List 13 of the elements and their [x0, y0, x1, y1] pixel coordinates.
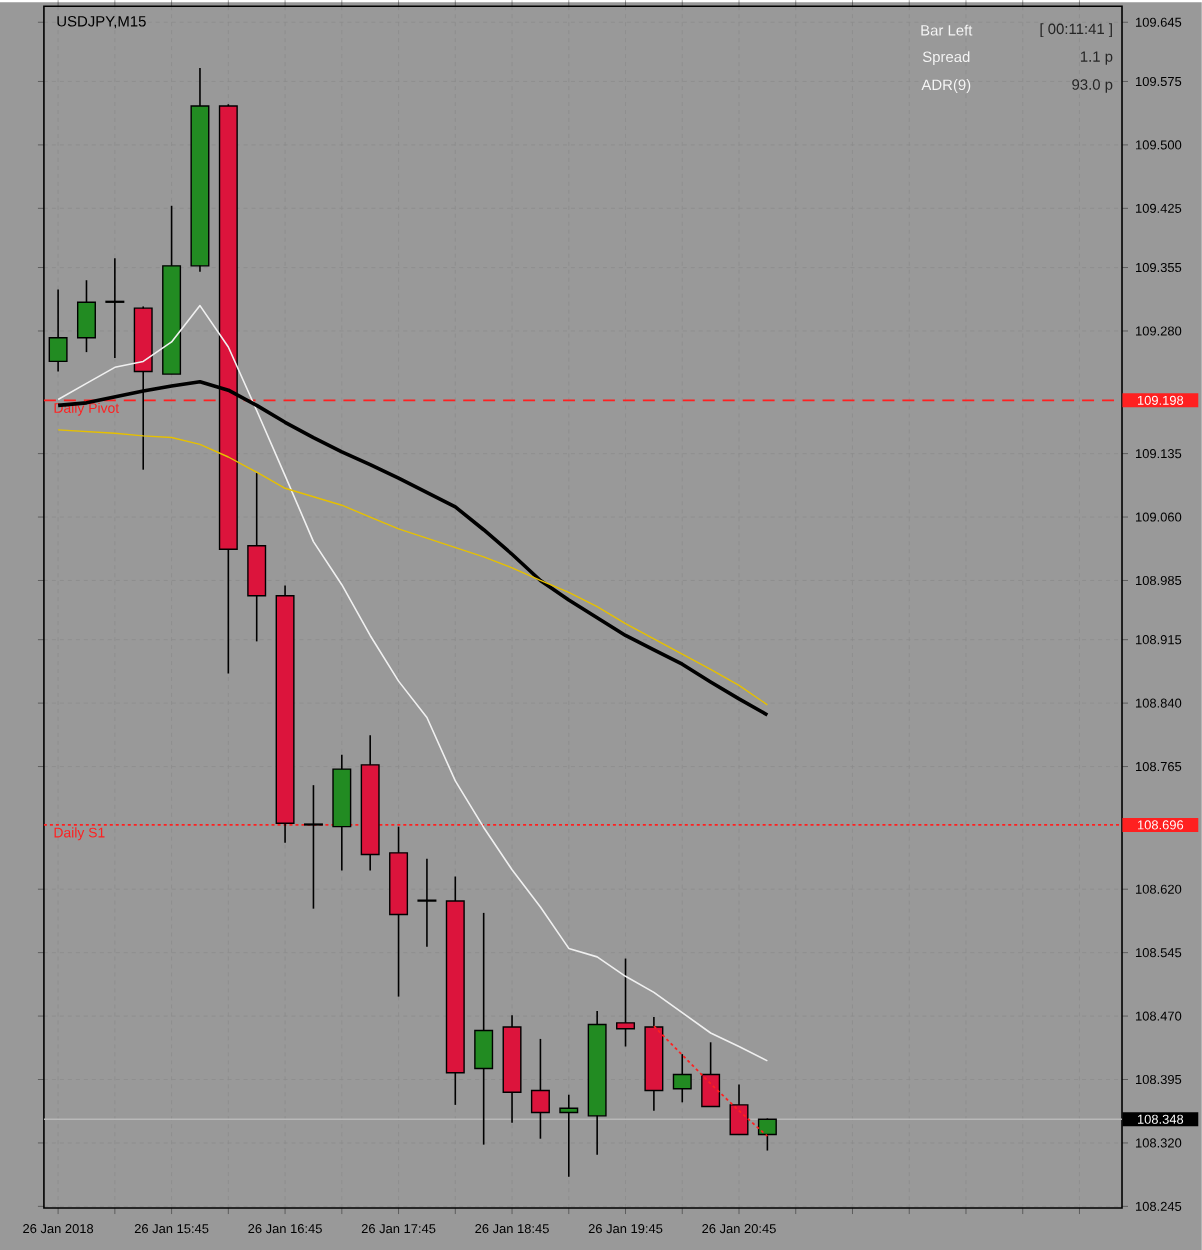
candlestick	[672, 1053, 692, 1104]
candlestick	[701, 1041, 721, 1108]
candlestick	[616, 957, 636, 1048]
candlestick	[77, 279, 97, 353]
candlestick	[530, 1038, 550, 1140]
candlestick	[105, 257, 125, 359]
candlestick	[417, 857, 437, 948]
candlestick	[304, 784, 323, 910]
candlestick	[757, 1117, 777, 1152]
candlestick	[474, 912, 494, 1146]
candlestick	[729, 1083, 749, 1136]
candlestick	[48, 288, 68, 373]
candlestick	[559, 1093, 579, 1178]
